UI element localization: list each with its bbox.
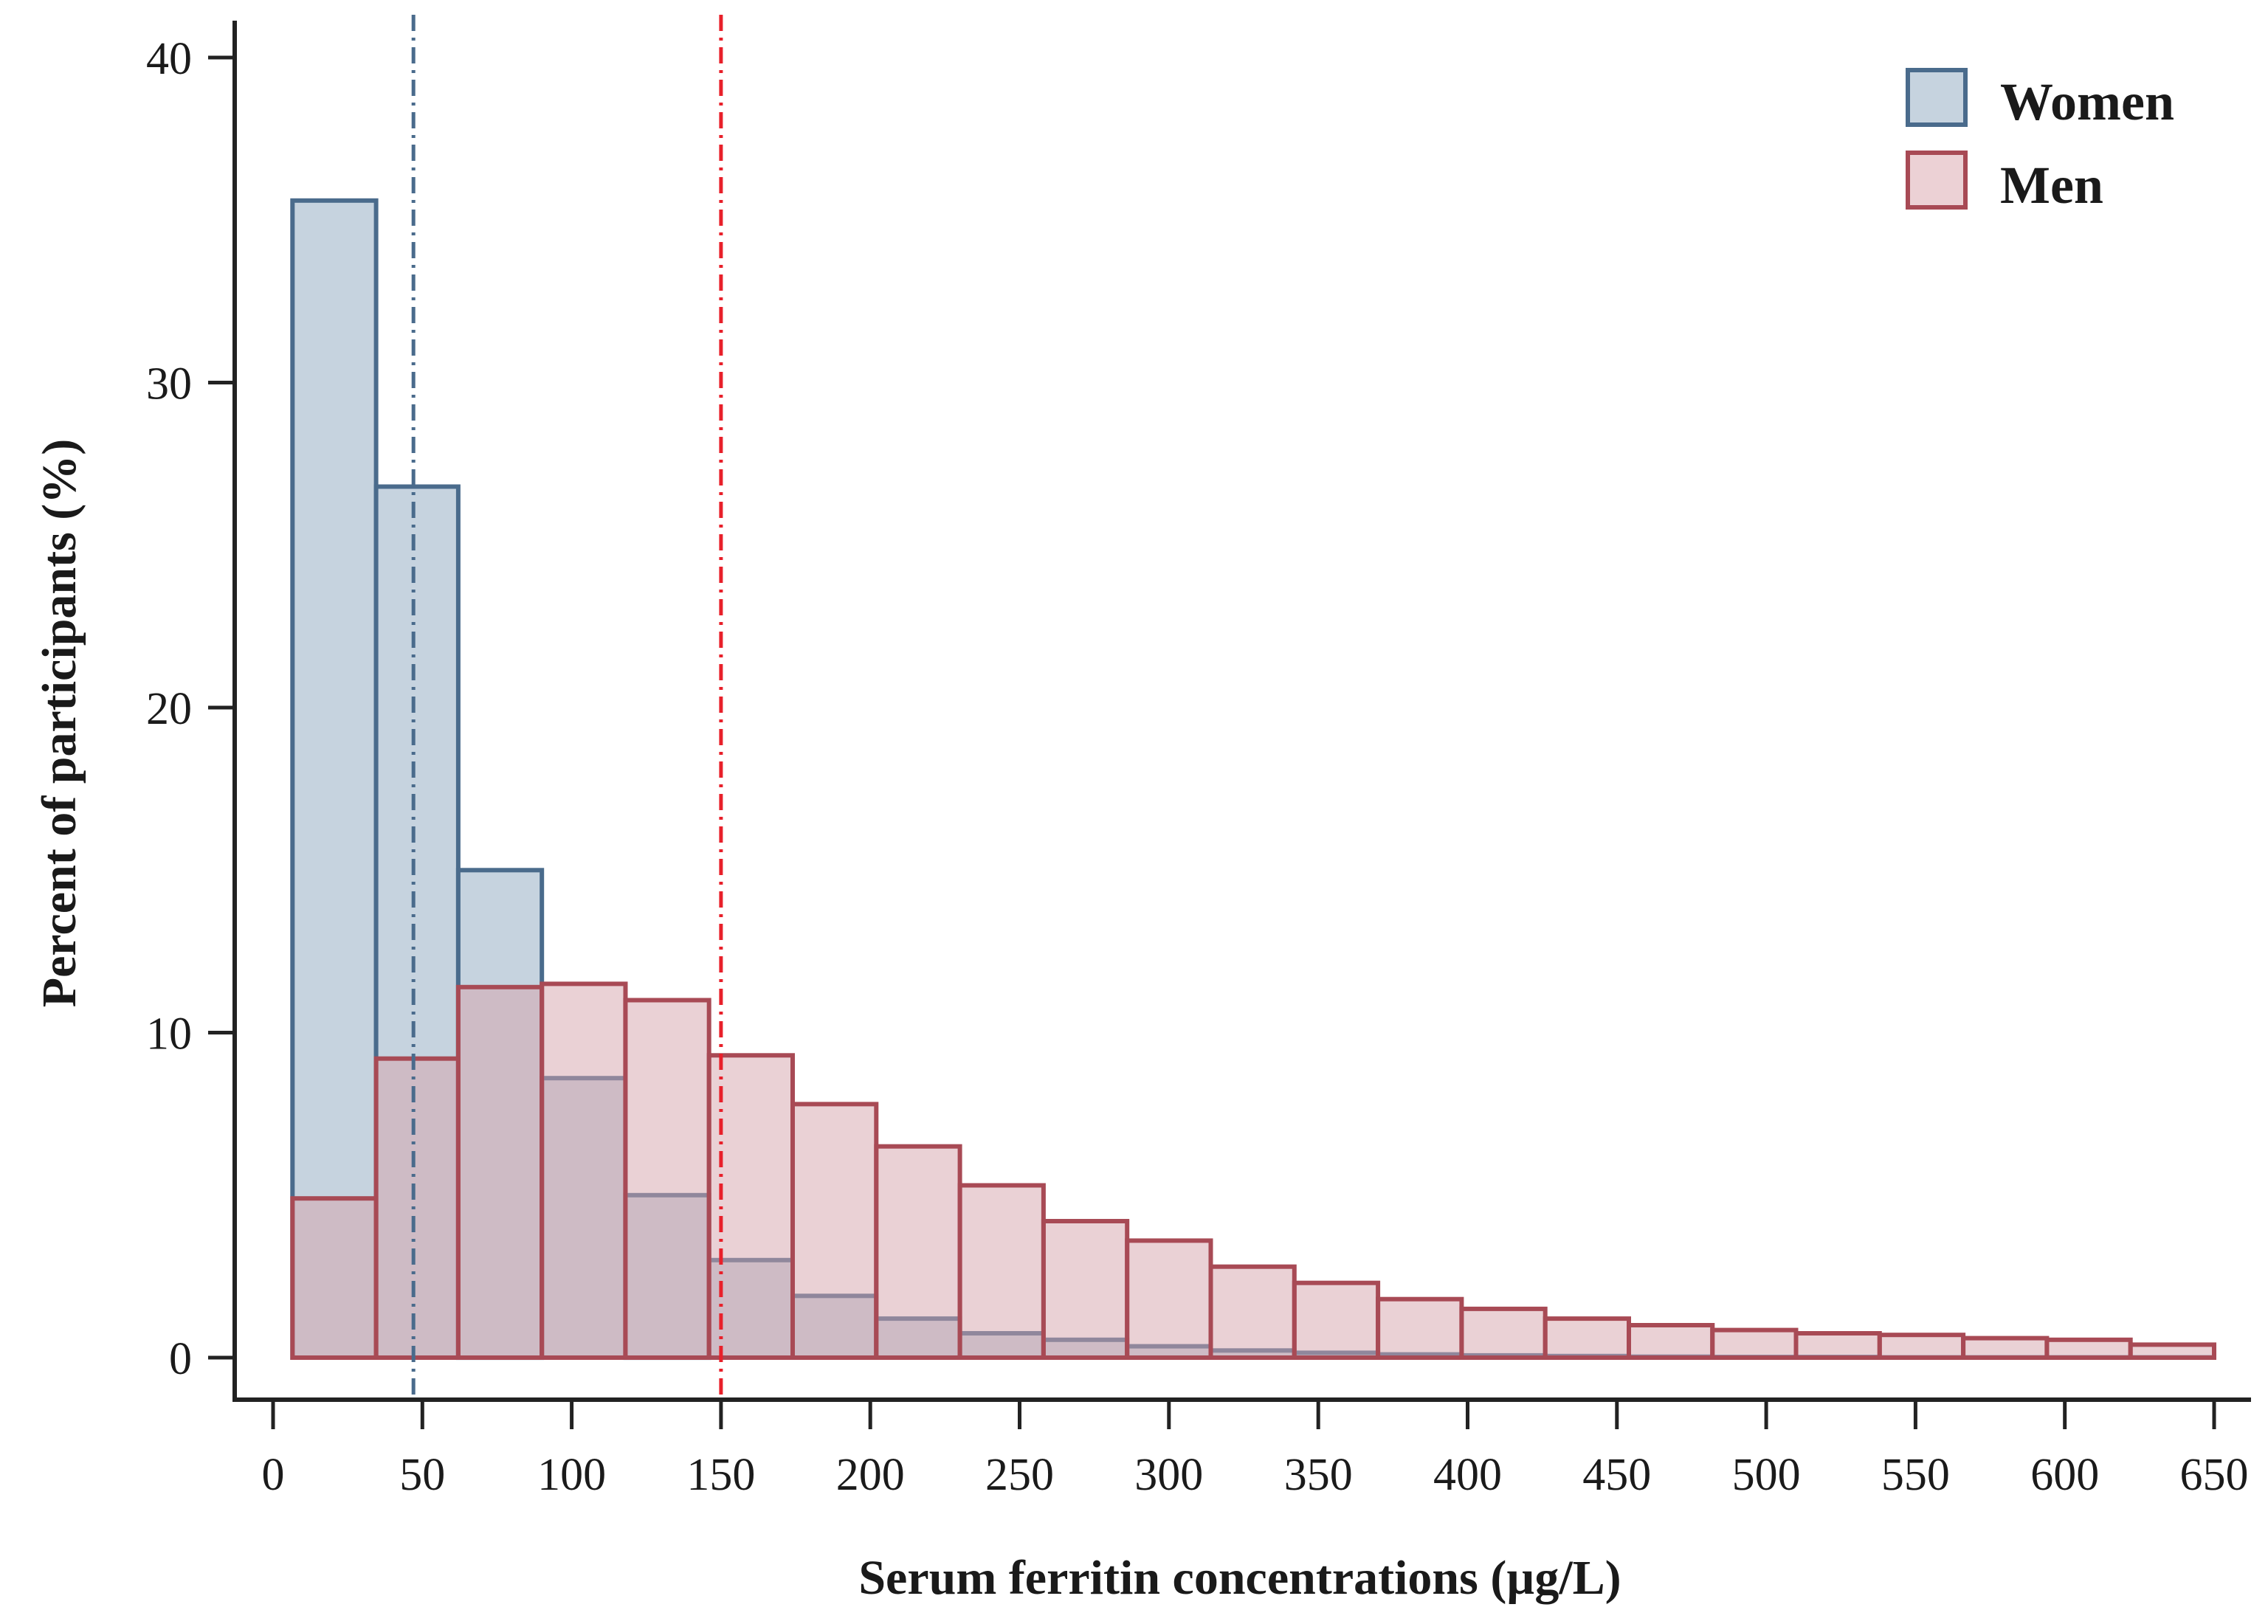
y-axis-title: Percent of participants (%) — [32, 439, 86, 1007]
men-bars — [290, 981, 2216, 1361]
men-bar-10 — [1125, 1238, 1213, 1361]
x-tick-label-350: 350 — [1284, 1450, 1353, 1500]
men-bar-13 — [1376, 1296, 1464, 1360]
men-bar-6 — [790, 1102, 879, 1361]
men-bar-19 — [1877, 1333, 1966, 1360]
x-tick-label-0: 0 — [262, 1450, 285, 1500]
men-bar-11 — [1208, 1264, 1297, 1360]
men-bar-5 — [706, 1053, 796, 1361]
women-bar-0 — [290, 198, 379, 1360]
men-bar-18 — [1793, 1331, 1882, 1360]
men-bar-17 — [1710, 1327, 1799, 1360]
legend-label-men: Men — [2000, 156, 2103, 215]
men-bar-9 — [1041, 1219, 1130, 1360]
men-bar-3 — [540, 981, 628, 1361]
x-tick-label-600: 600 — [2030, 1450, 2099, 1500]
men-bar-1 — [373, 1056, 461, 1360]
legend-swatch-women — [1906, 68, 1968, 127]
x-tick-label-50: 50 — [399, 1450, 445, 1500]
y-tick-label-20: 20 — [146, 684, 192, 734]
x-tick-label-550: 550 — [1881, 1450, 1950, 1500]
y-tick-label-30: 30 — [146, 359, 192, 410]
men-bar-2 — [455, 984, 545, 1361]
men-bar-20 — [1961, 1336, 2050, 1360]
x-tick-label-650: 650 — [2180, 1450, 2249, 1500]
x-tick-label-500: 500 — [1732, 1450, 1801, 1500]
men-bar-22 — [2128, 1342, 2216, 1361]
men-bar-12 — [1292, 1280, 1381, 1360]
men-bar-15 — [1543, 1316, 1631, 1360]
legend-swatch-men — [1906, 151, 1968, 210]
y-tick-label-10: 10 — [146, 1009, 192, 1060]
y-axis-ticks: 0 10 20 30 40 — [146, 34, 235, 1384]
x-tick-label-300: 300 — [1134, 1450, 1203, 1500]
x-axis-ticks: 0 50 100 150 200 250 300 350 400 450 500 550 600 650 — [262, 1400, 2249, 1500]
x-tick-label-250: 250 — [985, 1450, 1054, 1500]
men-bar-14 — [1459, 1306, 1548, 1361]
x-tick-label-450: 450 — [1582, 1450, 1651, 1500]
men-bar-7 — [874, 1144, 962, 1360]
x-tick-label-400: 400 — [1433, 1450, 1502, 1500]
x-tick-label-150: 150 — [686, 1450, 755, 1500]
x-tick-label-200: 200 — [836, 1450, 905, 1500]
legend: Women Men — [1906, 68, 2174, 215]
men-bar-4 — [623, 998, 711, 1360]
men-bar-21 — [2044, 1337, 2133, 1361]
reference-lines — [411, 15, 723, 1400]
y-tick-label-0: 0 — [169, 1334, 192, 1384]
men-bar-8 — [957, 1183, 1046, 1360]
x-axis-title: Serum ferritin concentrations (µg/L) — [858, 1551, 1621, 1605]
y-tick-label-40: 40 — [146, 34, 192, 84]
men-bar-16 — [1627, 1323, 1715, 1360]
legend-label-women: Women — [2000, 72, 2174, 131]
men-bar-0 — [290, 1196, 379, 1360]
x-tick-label-100: 100 — [537, 1450, 606, 1500]
